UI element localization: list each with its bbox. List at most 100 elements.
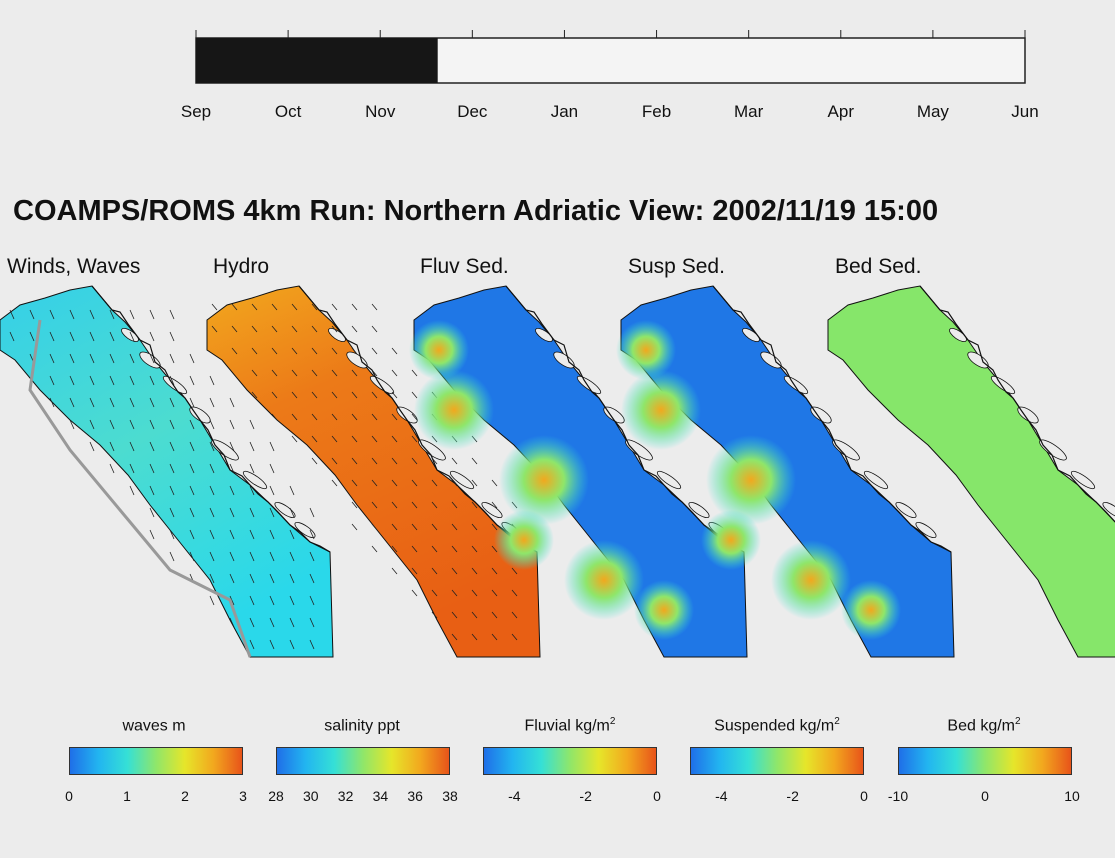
map-island (1039, 439, 1067, 461)
vector-arrow (129, 309, 135, 320)
vector-arrow (209, 529, 215, 540)
vector-arrow (371, 435, 378, 443)
colorbar-suspended (690, 747, 864, 775)
vector-arrow (69, 375, 75, 386)
vector-arrow (249, 529, 255, 540)
map-island (449, 470, 475, 490)
vector-arrow (109, 331, 115, 342)
sediment-plume (409, 320, 469, 380)
vector-arrow (289, 595, 295, 606)
vector-arrow (311, 303, 318, 311)
map-coastline (505, 285, 745, 553)
colorbar-tick-label: 0 (65, 788, 73, 804)
vector-arrow (189, 397, 195, 408)
vector-arrow (371, 347, 378, 355)
vector-arrow (169, 441, 175, 452)
vector-arrow (371, 303, 378, 311)
vector-arrow (229, 573, 235, 584)
map-island (121, 327, 139, 343)
vector-arrow (331, 369, 338, 377)
vector-arrow (511, 567, 518, 575)
vector-arrow (411, 545, 418, 553)
panel-label-hydro: Hydro (213, 255, 270, 278)
vector-arrow (291, 435, 298, 443)
map-island (274, 501, 296, 519)
vector-arrow (149, 375, 155, 386)
vector-arrow (149, 485, 155, 496)
vector-arrow (169, 375, 175, 386)
vector-arrow (129, 353, 135, 364)
vector-arrow (291, 391, 298, 399)
vector-arrow (411, 501, 418, 509)
colorbar-label-fluvial: Fluvial kg/m2 (524, 716, 616, 735)
vector-arrow (109, 441, 115, 452)
vector-arrow (371, 479, 378, 487)
colorbar-tick-label: 10 (1064, 788, 1080, 804)
vector-arrow (169, 353, 175, 364)
vector-arrow (149, 441, 155, 452)
vector-arrow (209, 551, 215, 562)
colorbar-tick-label: 2 (181, 788, 189, 804)
vector-arrow (411, 589, 418, 597)
vector-arrow (269, 507, 275, 518)
vector-arrow (109, 353, 115, 364)
colorbar-bed (898, 747, 1072, 775)
vector-arrow (431, 611, 438, 619)
timeline: Sep Oct Nov Dec Jan Feb Mar Apr May Jun (181, 30, 1039, 121)
colorbar-tick-label: 3 (239, 788, 247, 804)
vector-arrow (351, 325, 358, 333)
colorbar-label-salinity: salinity ppt (324, 717, 400, 735)
colorbar-label-bed: Bed kg/m2 (947, 716, 1021, 735)
map-panel (409, 285, 748, 658)
vector-arrow (209, 463, 215, 474)
vector-arrow (289, 529, 295, 540)
colorbar-tick-label: -4 (508, 788, 521, 804)
vector-arrow (371, 501, 378, 509)
vector-arrow (309, 639, 315, 650)
vector-arrow (129, 397, 135, 408)
vector-arrow (29, 331, 35, 342)
vector-arrow (9, 309, 15, 320)
vector-arrow (291, 413, 298, 421)
vector-arrow (251, 303, 258, 311)
vector-arrow (411, 457, 418, 465)
vector-arrow (311, 347, 318, 355)
vector-arrow (169, 485, 175, 496)
vector-arrow (331, 325, 338, 333)
vector-arrow (89, 309, 95, 320)
vector-arrow (491, 479, 498, 487)
vector-arrow (351, 457, 358, 465)
vector-arrow (491, 589, 498, 597)
vector-arrow (391, 435, 398, 443)
colorbar-tick-label: 28 (268, 788, 284, 804)
vector-arrow (149, 419, 155, 430)
vector-arrow (229, 551, 235, 562)
vector-arrow (511, 589, 518, 597)
vector-arrow (331, 303, 338, 311)
vector-arrow (311, 457, 318, 465)
vector-arrow (209, 595, 215, 606)
vector-arrow (471, 633, 478, 641)
vector-arrow (491, 611, 498, 619)
vector-arrow (311, 391, 318, 399)
vector-arrow (491, 567, 498, 575)
timeline-month-label: Sep (181, 102, 211, 121)
vector-arrow (229, 463, 235, 474)
colorbar-tick-label: -10 (887, 788, 909, 804)
vector-arrow (149, 529, 155, 540)
sediment-plume (494, 510, 554, 570)
vector-arrow (169, 529, 175, 540)
vector-arrow (451, 545, 458, 553)
vector-arrow (451, 457, 458, 465)
vector-arrow (109, 375, 115, 386)
colorbar-tick-label: 0 (860, 788, 868, 804)
vector-arrow (431, 545, 438, 553)
vector-arrow (451, 611, 458, 619)
map-island (294, 521, 316, 539)
vector-arrow (211, 325, 218, 333)
vector-arrow (411, 479, 418, 487)
vector-arrow (289, 573, 295, 584)
vector-arrow (49, 331, 55, 342)
vector-arrow (249, 441, 255, 452)
vector-arrow (231, 303, 238, 311)
